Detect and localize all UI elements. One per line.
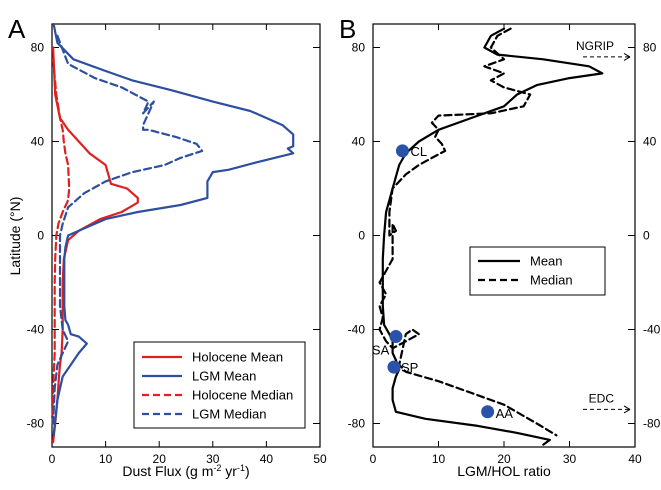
series-line-mean: [381, 27, 604, 446]
site-label: SP: [401, 360, 418, 375]
panel-a-xlabel-part2: yr: [221, 463, 237, 479]
x-tick-label: 40: [260, 452, 274, 466]
panel-a-xlabel: Dust Flux (g m-2 yr-1): [122, 463, 249, 479]
panel-b-sites: CL SA SP AA: [372, 144, 513, 421]
legend-label: Median: [530, 273, 573, 288]
panel-b-xlabel: LGM/HOL ratio: [457, 463, 551, 479]
site-label: SA: [372, 343, 390, 358]
x-tick-label: 10: [432, 452, 446, 466]
panel-a-xlabel-part3: ): [245, 463, 250, 479]
panel-a-series: [51, 22, 295, 444]
site-marker: [387, 360, 401, 374]
site-annotation-label: EDC: [589, 391, 615, 405]
panel-b-legend: Mean Median: [469, 246, 606, 296]
y-tick-label: -80: [27, 417, 45, 431]
panel-b-legend-box: [469, 246, 606, 296]
panel-a-legend-items: Holocene Mean LGM Mean Holocene Median LGM …: [142, 350, 293, 422]
site-label: CL: [410, 144, 427, 159]
panel-a-ticks: 0 10 20 30 40 50 -80 -40 0 40 80: [27, 24, 327, 466]
x-tick-label: 10: [99, 452, 113, 466]
series-line-median: [378, 27, 558, 437]
series-line-holocene-median: [51, 58, 71, 425]
x-tick-label: 40: [628, 452, 642, 466]
x-tick-label: 30: [206, 452, 220, 466]
legend-label: LGM Mean: [192, 369, 256, 384]
panel-a: A 0 10 20 30 40 50 -80 -40 0 40 80 Latitude (°N) D…: [7, 14, 327, 479]
x-tick-label: 50: [313, 452, 327, 466]
legend-label: Holocene Mean: [192, 350, 283, 365]
series-line-lgm-median: [51, 34, 204, 425]
panel-a-ylabel: Latitude (°N): [7, 197, 23, 276]
site-annotation-label: NGRIP: [576, 39, 614, 53]
y-tick-label: 40: [31, 135, 45, 149]
x-tick-label: 0: [49, 452, 56, 466]
panel-a-legend: Holocene Mean LGM Mean Holocene Median LGM …: [133, 341, 306, 429]
arrow-head-icon: [623, 405, 631, 414]
legend-label: Mean: [530, 254, 563, 269]
panel-a-xlabel-sup1: -2: [213, 463, 221, 473]
panel-b-annotations: NGRIP EDC: [576, 39, 631, 414]
panel-b: B 0 10 20 30 40 -80 -80 -40 -40 0 0 40 40 80 80 NGRIP E…: [339, 14, 661, 479]
y-tick-label-right: 40: [643, 135, 657, 149]
site-marker: [481, 405, 495, 419]
panel-b-letter: B: [339, 14, 356, 44]
x-tick-label: 0: [370, 452, 377, 466]
y-tick-label: -80: [348, 417, 366, 431]
y-tick-label: -40: [27, 323, 45, 337]
x-tick-label: 20: [153, 452, 167, 466]
site-label: AA: [496, 406, 514, 421]
y-tick-label-right: 0: [643, 229, 650, 243]
y-tick-label-right: -80: [643, 417, 661, 431]
panel-a-letter: A: [8, 14, 26, 44]
site-marker: [389, 330, 403, 344]
y-tick-label: 0: [358, 229, 365, 243]
y-tick-label-right: 80: [643, 41, 657, 55]
site-marker: [395, 144, 409, 158]
x-tick-label: 20: [497, 452, 511, 466]
y-tick-label-right: -40: [643, 323, 661, 337]
series-line-holocene-mean: [51, 46, 139, 444]
y-tick-label: 80: [352, 41, 366, 55]
arrow-head-icon: [623, 52, 631, 61]
panel-b-legend-items: Mean Median: [478, 254, 573, 288]
legend-label: Holocene Median: [192, 388, 293, 403]
panel-a-xlabel-sup2: -1: [237, 463, 245, 473]
legend-label: LGM Median: [192, 407, 266, 422]
y-tick-label: 80: [31, 41, 45, 55]
y-tick-label: 0: [37, 229, 44, 243]
x-tick-label: 30: [563, 452, 577, 466]
panel-b-series: [378, 27, 604, 446]
panel-a-xlabel-part1: Dust Flux (g m: [122, 463, 213, 479]
y-tick-label: -40: [348, 323, 366, 337]
panel-b-ticks: 0 10 20 30 40 -80 -80 -40 -40 0 0 40 40 80 80: [348, 24, 661, 466]
series-line-lgm-mean: [52, 22, 295, 437]
y-tick-label: 40: [352, 135, 366, 149]
